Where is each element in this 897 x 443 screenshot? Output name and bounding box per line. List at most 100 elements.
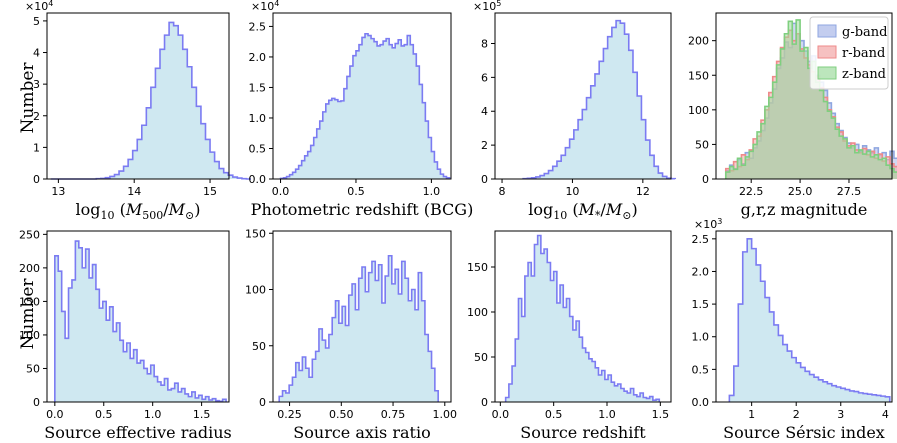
hist-p3-bin <box>608 37 612 179</box>
hist-p6-bin <box>302 357 305 402</box>
hist-p6-bin <box>432 368 435 402</box>
hist-p8-bin <box>792 358 796 402</box>
hist-p1-bin <box>169 22 174 179</box>
hist-p7-bin <box>525 276 528 402</box>
hist-p2-bin <box>323 112 326 179</box>
hist-p1-bin <box>114 175 119 179</box>
hist-p2-bin <box>353 56 356 179</box>
hist-p5-bin <box>62 311 65 402</box>
hist-p6-bin <box>425 335 428 403</box>
hist-p8-bin <box>850 391 854 402</box>
x-tick-label: 10 <box>565 185 579 198</box>
hist-p4-z-band-fill <box>725 19 897 179</box>
hist-p8-bin <box>832 386 836 402</box>
y-tick-label: 100 <box>245 284 266 297</box>
hist-p4-z-band-bin <box>757 132 761 179</box>
axis-multiplier: ×104 <box>251 0 279 13</box>
hist-p2-bin <box>380 45 383 179</box>
x-tick-label: 8 <box>499 185 506 198</box>
hist-p7-bin <box>573 330 576 402</box>
x-tick-label: 0.75 <box>381 408 406 421</box>
hist-p2-bin <box>440 174 443 179</box>
hist-p4-z-band-bin <box>843 139 847 179</box>
y-tick-label: 2.0 <box>692 265 710 278</box>
legend-label: r-band <box>842 46 885 61</box>
x-tick-label: 0.0 <box>46 408 64 421</box>
hist-p8-bin <box>774 325 778 402</box>
x-tick-label: 0.0 <box>492 408 510 421</box>
hist-p5-bin <box>72 280 75 402</box>
y-tick-label: 50 <box>26 362 40 375</box>
hist-p3-bin <box>625 34 629 179</box>
y-tick-label: 50 <box>474 351 488 364</box>
x-tick-label: 1 <box>748 408 755 421</box>
hist-p2-bin <box>329 100 332 179</box>
hist-p6-bin <box>339 323 342 402</box>
hist-p4-z-band-bin <box>753 144 757 179</box>
hist-p7-bin <box>506 398 509 403</box>
hist-p7-bin <box>621 389 624 403</box>
hist-p2-bin <box>407 36 410 179</box>
hist-p2-bin <box>356 51 359 179</box>
hist-p8-bin <box>867 394 871 402</box>
hist-p4-z-band-bin <box>867 151 871 179</box>
hist-p8-bin <box>814 377 818 402</box>
axes-frame <box>272 230 452 403</box>
hist-p6-bin <box>398 294 401 402</box>
hist-p6-bin <box>372 261 375 402</box>
hist-p5-bin <box>89 278 92 402</box>
hist-p7-fill <box>505 235 660 402</box>
legend-label: z-band <box>842 67 886 82</box>
hist-p4-z-band-bin <box>749 151 753 179</box>
hist-p1-bin <box>210 152 215 179</box>
hist-p7-bin <box>518 299 521 403</box>
hist-p4-z-band-bin <box>839 136 843 179</box>
y-tick-label: 4 <box>33 47 40 60</box>
hist-p7-bin <box>640 393 643 402</box>
hist-p3-bin <box>540 176 544 179</box>
hist-p2-bin <box>437 169 440 179</box>
hist-p7-bin <box>579 337 582 402</box>
y-tick-label: 2 <box>481 139 488 152</box>
hist-p1-bin <box>233 177 238 179</box>
hist-p8-bin <box>783 345 787 402</box>
hist-p3-bin <box>620 23 624 179</box>
hist-p4-z-band-bin <box>796 20 800 179</box>
x-tick-label: 1.00 <box>433 408 458 421</box>
hist-p2-bin <box>347 76 350 179</box>
hist-p6-bin <box>405 278 408 402</box>
hist-p2-bin <box>308 152 311 179</box>
legend-label: g-band <box>842 25 887 40</box>
hist-p4-z-band-bin <box>820 90 824 179</box>
hist-p5-bin <box>140 360 143 402</box>
hist-p6-bin <box>362 267 365 402</box>
hist-p5-bin <box>113 332 116 402</box>
hist-p3-outline <box>522 19 677 180</box>
chart-panel-p3: 8 10 12 0 2 4 6 8 ×105 log10 (M*/M⊙) <box>473 0 677 222</box>
y-tick-label: 200 <box>688 35 709 48</box>
hist-p1-bin <box>133 151 138 179</box>
hist-p4-z-band-bin <box>726 172 730 179</box>
hist-p2-bin <box>302 161 305 179</box>
x-axis-label: Source axis ratio <box>293 423 430 442</box>
hist-p2-bin <box>389 45 392 179</box>
hist-p2-bin <box>425 121 428 179</box>
hist-p6-bin <box>326 348 329 402</box>
hist-p1-bin <box>155 68 160 179</box>
hist-p7-bin <box>544 249 547 402</box>
hist-p6-bin <box>382 303 385 402</box>
hist-p2-bin <box>359 45 362 179</box>
hist-p5-bin <box>106 320 109 402</box>
hist-p2-bin <box>338 101 341 179</box>
hist-p7-bin <box>541 254 544 403</box>
hist-p2-bin <box>332 98 335 179</box>
hist-p4-z-band-bin <box>870 157 874 179</box>
y-tick-label: 0 <box>481 396 488 409</box>
hist-p7-bin <box>582 348 585 402</box>
y-tick-label: 0 <box>702 173 709 186</box>
hist-p6-bin <box>359 278 362 402</box>
hist-p1-bin <box>146 108 151 179</box>
hist-p8-bin <box>729 395 733 402</box>
hist-p6-bin <box>292 377 295 402</box>
